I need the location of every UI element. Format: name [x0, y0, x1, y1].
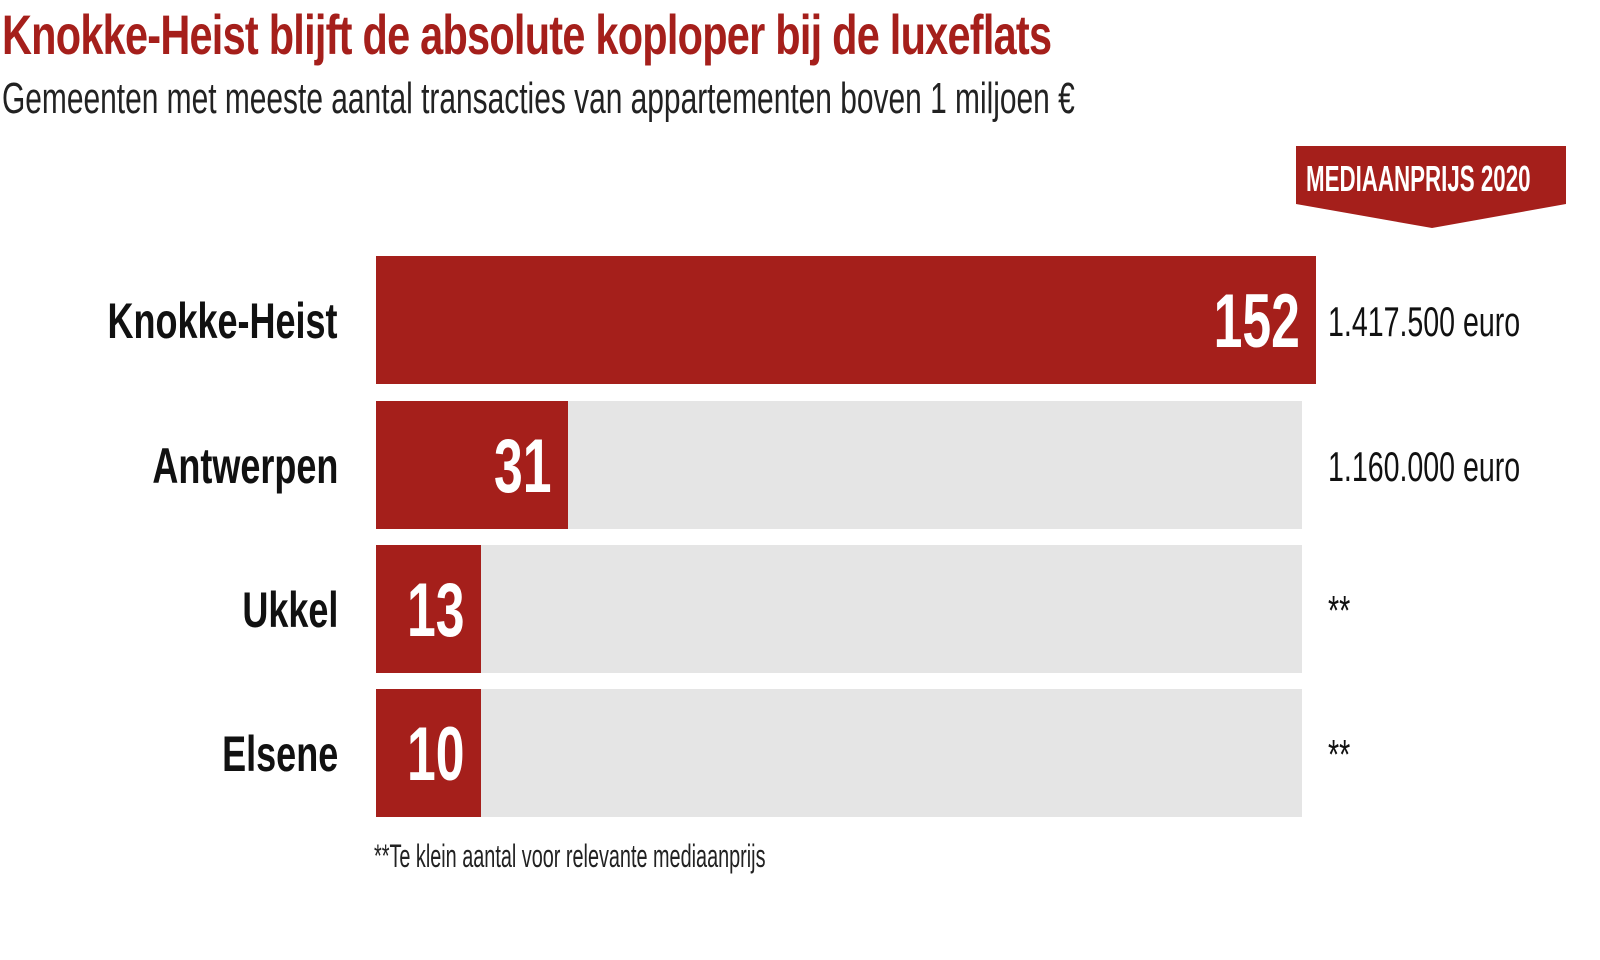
badge-arrow-shape — [1296, 146, 1566, 228]
bar: 13 — [376, 545, 481, 673]
bar: 31 — [376, 401, 568, 529]
bar-value-label: 152 — [1213, 279, 1300, 364]
median-price: 1.417.500 euro — [1328, 298, 1521, 345]
category-label: Elsene — [221, 726, 338, 782]
footnote: **Te klein aantal voor relevante mediaan… — [374, 838, 766, 874]
bar-value-label: 10 — [407, 712, 465, 797]
chart-subtitle: Gemeenten met meeste aantal transacties … — [2, 74, 1075, 123]
chart-title: Knokke-Heist blijft de absolute koploper… — [2, 3, 1052, 66]
bar-row: Knokke-Heist 152 1.417.500 euro — [0, 256, 1600, 384]
category-label: Antwerpen — [151, 438, 338, 494]
median-price: ** — [1328, 587, 1351, 634]
category-label: Knokke-Heist — [107, 293, 338, 349]
bar: 10 — [376, 689, 481, 817]
median-price-header-badge: MEDIAANPRIJS 2020 — [1296, 146, 1566, 228]
median-price: 1.160.000 euro — [1328, 443, 1521, 490]
category-label: Ukkel — [241, 582, 338, 638]
median-price-header: MEDIAANPRIJS 2020 — [1306, 158, 1531, 199]
median-price: ** — [1328, 731, 1351, 778]
bar-row: Antwerpen 31 1.160.000 euro — [0, 401, 1600, 529]
bar-value-label: 13 — [407, 568, 465, 653]
bar-row: Elsene 10 ** — [0, 689, 1600, 817]
bar-row: Ukkel 13 ** — [0, 545, 1600, 673]
bar-value-label: 31 — [494, 424, 552, 509]
bar-track — [376, 545, 1302, 673]
bar-track — [376, 689, 1302, 817]
bar: 152 — [376, 256, 1316, 384]
